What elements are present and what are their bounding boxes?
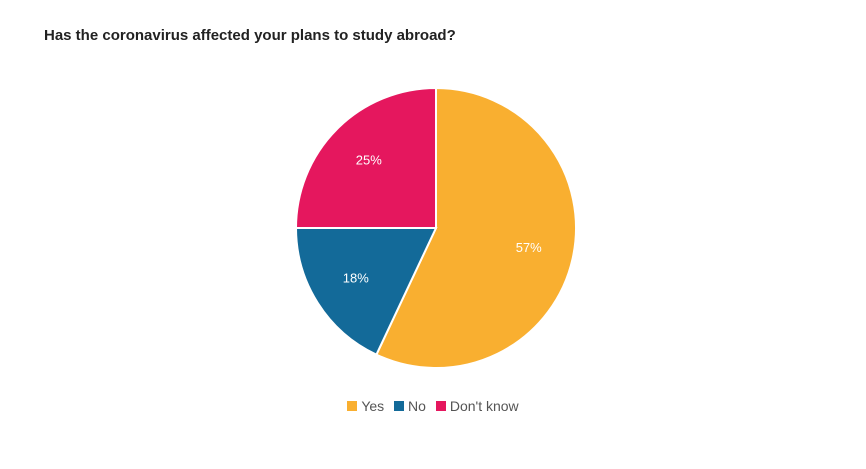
pie-slice-yes <box>375 86 577 369</box>
pie-slice-no <box>294 227 438 357</box>
pie-label-yes: 57% <box>516 240 542 255</box>
legend-item-yes: Yes <box>347 398 384 414</box>
pie-labels: 57% 18% 25% <box>343 152 542 285</box>
legend-item-no: No <box>394 398 426 414</box>
pie-label-dont-know: 25% <box>356 152 382 167</box>
legend-swatch-yes <box>347 401 358 411</box>
legend-label-yes: Yes <box>361 398 385 414</box>
legend-swatch-dont-know <box>435 401 446 411</box>
legend: Yes No Don't know <box>0 398 866 414</box>
legend-label-no: No <box>408 398 426 414</box>
legend-item-dont-know: Don't know <box>435 398 519 414</box>
chart-title: Has the coronavirus affected your plans … <box>44 27 456 44</box>
pie-slice-dont-know <box>294 86 437 229</box>
legend-label-dont-know: Don't know <box>449 398 519 414</box>
pie-slices <box>294 86 577 369</box>
legend-swatch-no <box>394 401 405 411</box>
pie-label-no: 18% <box>343 270 369 285</box>
